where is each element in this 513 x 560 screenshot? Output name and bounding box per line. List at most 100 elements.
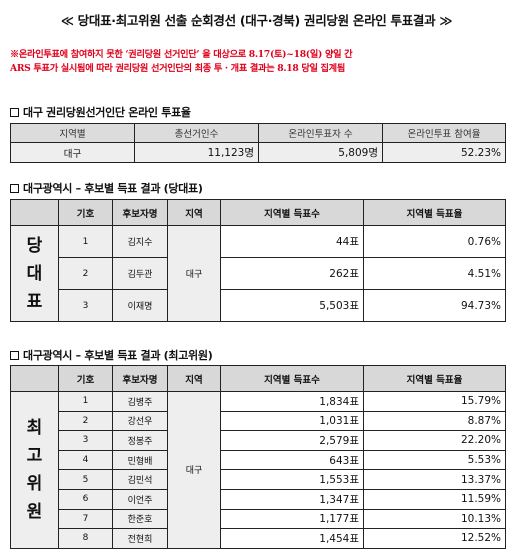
column-header: 지역 <box>167 199 221 226</box>
table-row: 4 민형배 643표 5.53% <box>11 449 506 471</box>
candidate-name: 이언주 <box>112 488 168 510</box>
group-label-char: 표 <box>26 291 43 312</box>
vote-rate: 15.79% <box>363 391 506 412</box>
candidate-name: 정봉주 <box>112 430 168 451</box>
party-leader-results-table: 기호 후보자명 지역 지역별 득표수 지역별 득표율 당 대 표 1 김지수 대… <box>10 199 506 322</box>
section-heading-text: 대구광역시 – 후보별 득표 결과 (최고위원) <box>23 349 213 362</box>
vote-rate: 11.59% <box>363 488 506 510</box>
candidate-name: 김민석 <box>112 469 168 490</box>
section-heading-text: 대구광역시 – 후보별 득표 결과 (당대표) <box>23 182 203 195</box>
candidate-name: 김지수 <box>112 225 168 258</box>
vote-count: 1,834표 <box>220 391 364 412</box>
candidate-name: 김두관 <box>112 257 168 290</box>
table-row: 당 대 표 1 김지수 대구 44표 0.76% <box>10 225 506 322</box>
column-header: 기호 <box>58 365 113 392</box>
page-title: ≪ 당대표·최고위원 선출 순회경선 (대구·경북) 권리당원 온라인 투표결과… <box>60 13 453 28</box>
candidate-number: 5 <box>58 469 113 490</box>
column-header: 기호 <box>58 199 113 226</box>
column-header: 후보자명 <box>112 199 168 226</box>
vote-rate: 8.87% <box>363 410 506 432</box>
table-row: 8 전현희 1,454표 12.52% <box>11 528 506 549</box>
column-header: 온라인투표 참여율 <box>382 123 506 143</box>
notice-line: ※온라인투표에 참여하지 못한 ‘권리당원 선거인단’ 을 대상으로 8.17(… <box>10 49 353 60</box>
notice-line: ARS 투표가 실시됨에 따라 권리당원 선거인단의 최종 투 · 개표 결과는… <box>10 63 345 74</box>
group-label-char: 대 <box>26 263 43 284</box>
supreme-council-results-table: 기호 후보자명 지역 지역별 득표수 지역별 득표율 최 고 위 원 1 김병주… <box>10 365 506 549</box>
candidate-number: 7 <box>58 508 113 530</box>
vote-rate: 0.76% <box>363 225 506 258</box>
table-header-row: 지역별 총선거인수 온라인투표자 수 온라인투표 참여율 <box>10 123 506 143</box>
vote-count: 44표 <box>220 225 364 258</box>
vote-rate: 13.37% <box>363 469 506 490</box>
group-label-char: 최 <box>26 417 43 438</box>
column-header: 온라인투표자 수 <box>258 123 383 143</box>
column-header <box>10 199 59 226</box>
column-header: 지역별 득표율 <box>363 199 506 226</box>
vote-count: 1,177표 <box>220 508 364 530</box>
candidate-number: 6 <box>58 488 113 510</box>
turnout-rate-cell: 52.23% <box>382 142 506 163</box>
notice-text: ※온라인투표에 참여하지 못한 ‘권리당원 선거인단’ 을 대상으로 8.17(… <box>10 48 505 76</box>
candidate-number: 8 <box>58 528 113 549</box>
section-heading-party-leader: 대구광역시 – 후보별 득표 결과 (당대표) <box>10 180 203 196</box>
vote-count: 1,553표 <box>220 469 364 490</box>
group-label-char: 위 <box>26 473 43 494</box>
turnout-table: 지역별 총선거인수 온라인투표자 수 온라인투표 참여율 대구 11,123명 … <box>10 123 506 163</box>
vote-rate: 5.53% <box>363 449 506 471</box>
column-header <box>10 365 59 392</box>
candidate-name: 민형배 <box>112 449 168 471</box>
total-voters-cell: 11,123명 <box>134 142 259 163</box>
vote-rate: 12.52% <box>363 528 506 549</box>
vote-count: 1,031표 <box>220 410 364 432</box>
table-row: 5 김민석 1,553표 13.37% <box>11 469 506 490</box>
table-row: 3 이재명 5,503표 94.73% <box>11 289 506 322</box>
table-header-row: 기호 후보자명 지역 지역별 득표수 지역별 득표율 <box>10 199 506 226</box>
vote-rate: 22.20% <box>363 430 506 451</box>
table-row: 대구 11,123명 5,809명 52.23% <box>10 142 506 163</box>
column-header: 지역별 득표수 <box>220 365 364 392</box>
vote-count: 643표 <box>220 449 364 471</box>
vote-count: 5,503표 <box>220 289 364 322</box>
table-row: 6 이언주 1,347표 11.59% <box>11 488 506 510</box>
candidate-number: 3 <box>58 289 113 322</box>
group-label-char: 당 <box>26 235 43 256</box>
candidate-number: 2 <box>58 410 113 432</box>
column-header: 지역별 득표율 <box>363 365 506 392</box>
square-bullet-icon <box>10 184 19 193</box>
candidate-number: 1 <box>58 225 113 258</box>
region-cell: 대구 <box>167 391 221 549</box>
candidate-name: 강선우 <box>112 410 168 432</box>
column-header: 총선거인수 <box>134 123 259 143</box>
section-heading-turnout: 대구 권리당원선거인단 온라인 투표율 <box>10 104 191 120</box>
table-row: 7 한준호 1,177표 10.13% <box>11 508 506 530</box>
vote-rate: 94.73% <box>363 289 506 322</box>
candidate-number: 3 <box>58 430 113 451</box>
vote-count: 262표 <box>220 257 364 290</box>
candidate-name: 전현희 <box>112 528 168 549</box>
vote-rate: 4.51% <box>363 257 506 290</box>
table-header-row: 기호 후보자명 지역 지역별 득표수 지역별 득표율 <box>10 365 506 392</box>
region-cell: 대구 <box>10 142 135 163</box>
column-header: 후보자명 <box>112 365 168 392</box>
vote-count: 2,579표 <box>220 430 364 451</box>
group-label-cell: 최 고 위 원 <box>10 391 59 549</box>
column-header: 지역별 득표수 <box>220 199 364 226</box>
table-row: 최 고 위 원 1 김병주 대구 1,834표 15.79% <box>10 391 506 549</box>
column-header: 지역별 <box>10 123 135 143</box>
vote-rate: 10.13% <box>363 508 506 530</box>
square-bullet-icon <box>10 108 19 117</box>
column-header: 지역 <box>167 365 221 392</box>
candidate-name: 한준호 <box>112 508 168 530</box>
section-heading-supreme-council: 대구광역시 – 후보별 득표 결과 (최고위원) <box>10 347 213 363</box>
candidate-name: 김병주 <box>112 391 168 412</box>
candidate-number: 1 <box>58 391 113 412</box>
square-bullet-icon <box>10 351 19 360</box>
candidate-number: 2 <box>58 257 113 290</box>
region-cell: 대구 <box>167 225 221 322</box>
table-row: 3 정봉주 2,579표 22.20% <box>11 430 506 451</box>
section-heading-text: 대구 권리당원선거인단 온라인 투표율 <box>23 106 191 119</box>
vote-count: 1,454표 <box>220 528 364 549</box>
vote-count: 1,347표 <box>220 488 364 510</box>
table-row: 2 강선우 1,031표 8.87% <box>11 410 506 432</box>
group-label-char: 원 <box>26 501 43 522</box>
